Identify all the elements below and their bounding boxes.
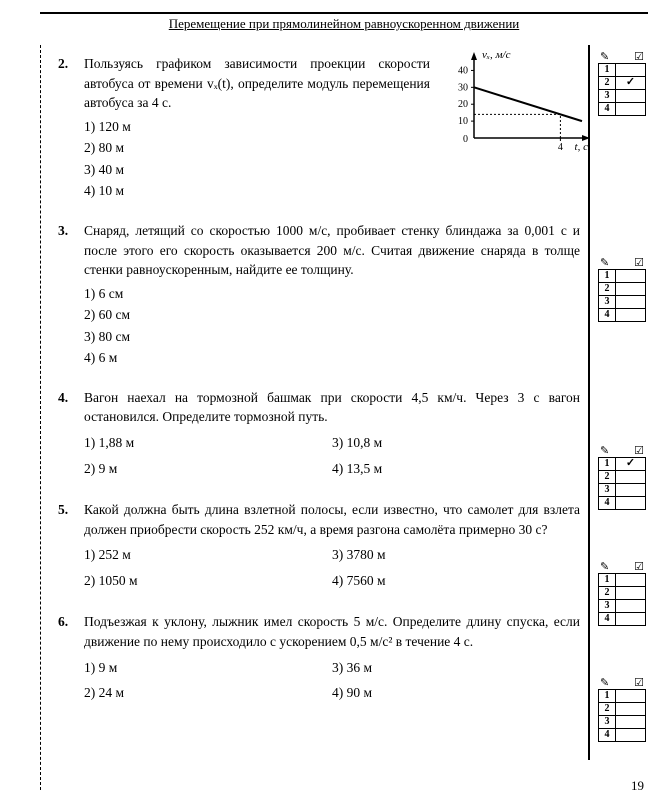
answer-row-num: 3 — [599, 716, 616, 728]
option: 4) 10 м — [84, 181, 580, 201]
problem-number: 4. — [58, 388, 68, 408]
answer-row-check[interactable] — [616, 703, 645, 715]
option: 2) 60 см — [84, 305, 580, 325]
option: 3) 80 см — [84, 327, 580, 347]
option: 4) 90 м — [332, 683, 580, 703]
svg-text:40: 40 — [458, 65, 468, 76]
option: 3) 36 м — [332, 658, 580, 678]
option: 4) 7560 м — [332, 571, 580, 591]
option: 1) 6 см — [84, 284, 580, 304]
problem-text: Какой должна быть длина взлетной полосы,… — [84, 500, 580, 539]
option: 2) 9 м — [84, 459, 332, 479]
options-grid: 1) 9 м3) 36 м2) 24 м4) 90 м — [84, 656, 580, 705]
answer-row-num: 4 — [599, 729, 616, 741]
options-list: 1) 6 см2) 60 см3) 80 см4) 6 м — [84, 284, 580, 368]
option: 1) 1,88 м — [84, 433, 332, 453]
option: 3) 10,8 м — [332, 433, 580, 453]
problem-text: Снаряд, летящий со скоростью 1000 м/с, п… — [84, 221, 580, 280]
answer-row-check[interactable] — [616, 729, 645, 741]
svg-text:10: 10 — [458, 116, 468, 127]
problem-number: 2. — [58, 54, 68, 74]
option: 1) 9 м — [84, 658, 332, 678]
answer-row-check[interactable] — [616, 716, 645, 728]
option: 4) 6 м — [84, 348, 580, 368]
problem-3: 3.Снаряд, летящий со скоростью 1000 м/с,… — [62, 221, 580, 368]
problem-5: 5.Какой должна быть длина взлетной полос… — [62, 500, 580, 592]
svg-text:20: 20 — [458, 99, 468, 110]
svg-text:30: 30 — [458, 82, 468, 93]
svg-text:0: 0 — [463, 134, 468, 145]
problem-4: 4.Вагон наехал на тормозной башмак при с… — [62, 388, 580, 480]
page: Перемещение при прямолинейном равноускор… — [0, 0, 658, 800]
answer-row-num: 2 — [599, 703, 616, 715]
left-margin-dash — [40, 45, 41, 790]
option: 3) 3780 м — [332, 545, 580, 565]
problem-number: 5. — [58, 500, 68, 520]
svg-text:vₓ, м/с: vₓ, м/с — [482, 49, 511, 61]
problem-number: 3. — [58, 221, 68, 241]
answer-row[interactable]: 4 — [598, 728, 646, 742]
option: 1) 252 м — [84, 545, 332, 565]
option: 3) 40 м — [84, 160, 580, 180]
velocity-chart: 0 10 20 30 40 4 vₓ, м/с t, с — [442, 48, 592, 158]
option: 2) 24 м — [84, 683, 332, 703]
option: 2) 1050 м — [84, 571, 332, 591]
problem-text: Подъезжая к уклону, лыжник имел скорость… — [84, 612, 580, 651]
page-number: 19 — [631, 778, 644, 794]
problem-text: Вагон наехал на тормозной башмак при ско… — [84, 388, 580, 427]
answer-row[interactable]: 3 — [598, 715, 646, 729]
problem-6: 6.Подъезжая к уклону, лыжник имел скорос… — [62, 612, 580, 704]
svg-text:t, с: t, с — [575, 141, 589, 153]
options-grid: 1) 252 м3) 3780 м2) 1050 м4) 7560 м — [84, 543, 580, 592]
svg-text:4: 4 — [558, 142, 563, 153]
problem-2: 2.Пользуясь графиком зависимости проекци… — [62, 54, 580, 201]
problem-number: 6. — [58, 612, 68, 632]
page-header: Перемещение при прямолинейном равноускор… — [40, 12, 648, 36]
content-area: 2.Пользуясь графиком зависимости проекци… — [50, 36, 638, 705]
option: 4) 13,5 м — [332, 459, 580, 479]
options-grid: 1) 1,88 м3) 10,8 м2) 9 м4) 13,5 м — [84, 431, 580, 480]
